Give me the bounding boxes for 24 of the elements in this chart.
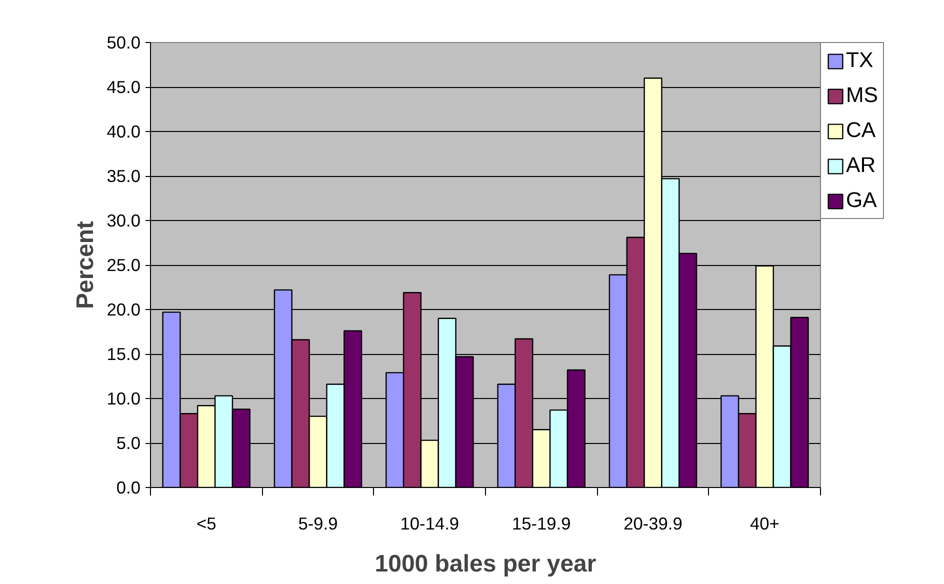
y-axis-title: Percent [72, 220, 99, 310]
y-tick-label: 50.0 [106, 32, 141, 52]
x-tick-label: 10-14.9 [400, 514, 460, 534]
y-tick-label: 35.0 [106, 166, 141, 186]
legend-label: TX [846, 48, 874, 73]
y-tick-label: 45.0 [106, 77, 141, 97]
legend-label: CA [846, 118, 876, 143]
y-tick-label: 15.0 [106, 344, 141, 364]
y-tick-label: 10.0 [106, 388, 141, 408]
x-tick-label: <5 [196, 514, 216, 534]
x-tick-label: 20-39.9 [624, 514, 682, 534]
legend-label: MS [846, 83, 878, 108]
x-axis-title: 1000 bales per year [374, 550, 596, 578]
legend-label: GA [846, 188, 877, 213]
y-tick-label: 40.0 [106, 122, 141, 142]
y-tick-label: 25.0 [106, 255, 141, 275]
y-tick-label: 5.0 [116, 433, 141, 453]
x-tick-label: 5-9.9 [298, 514, 338, 534]
y-tick-label: 0.0 [116, 478, 141, 498]
y-tick-label: 20.0 [106, 300, 141, 320]
y-tick-label: 30.0 [106, 210, 141, 230]
x-tick-label: 40+ [750, 514, 780, 534]
legend-label: AR [846, 153, 876, 178]
x-tick-label: 15-19.9 [512, 514, 571, 534]
